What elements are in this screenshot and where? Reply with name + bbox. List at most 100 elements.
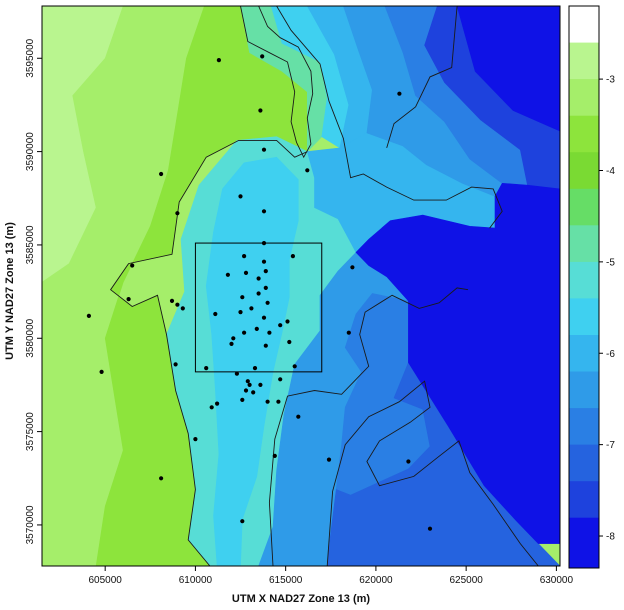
x-tick-label-4: 625000 [449,575,483,586]
plot-frame [41,5,561,567]
y-axis: 3570000 3575000 3580000 3585000 3590000 35950… [25,38,42,544]
x-axis-title: UTM X NAD27 Zone 13 (m) [232,593,370,605]
well-point-59 [240,519,245,524]
well-point-17 [169,298,175,303]
well-point-58 [159,476,164,481]
well-point-41 [99,369,104,374]
colorbar-band-10 [569,371,599,409]
well-point-29 [278,323,283,328]
well-point-23 [249,306,254,311]
colorbar-band-11 [569,408,599,446]
well-point-63 [397,91,402,96]
well-point-49 [276,399,281,404]
well-point-22 [238,310,243,315]
well-point-65 [225,272,230,277]
colorbar-tick-label-2: -5 [606,257,615,268]
well-locations [86,54,433,572]
color-zones [42,6,560,566]
colorbar: -3 -4 -5 -6 -7 -8 [568,5,615,569]
well-point-12 [243,270,249,275]
color-zone-15 [456,6,560,132]
contour-line-3 [386,6,458,149]
well-point-18 [175,302,180,307]
y-tick-label-5: 3595000 [25,38,36,77]
well-point-68 [263,285,268,290]
colorbar-band-12 [569,444,599,482]
well-point-42 [245,379,250,384]
x-tick-label-2: 615000 [269,575,303,586]
well-point-57 [406,459,411,464]
colorbar-band-7 [569,261,599,299]
well-point-4 [305,168,310,173]
study-area-box [194,242,323,373]
well-point-33 [263,343,268,348]
well-point-54 [193,437,198,442]
x-tick-label-0: 605000 [88,575,122,586]
well-point-26 [242,330,247,335]
well-point-20 [86,313,91,318]
well-point-0 [216,58,221,63]
well-point-61 [118,568,122,572]
colorbar-band-2 [569,79,599,117]
well-point-36 [204,366,209,371]
well-point-56 [326,457,332,462]
well-point-14 [263,269,268,274]
well-point-40 [292,364,297,369]
well-point-5 [159,171,164,177]
well-point-15 [130,263,135,268]
well-point-11 [261,259,267,264]
color-zone-16 [355,182,560,544]
well-point-46 [258,382,263,387]
well-point-53 [296,414,301,419]
contour-line-5 [268,287,469,566]
colorbar-tick-label-5: -8 [606,532,615,543]
well-point-21 [213,311,218,317]
colorbar-tick-label-3: -6 [606,349,615,360]
well-point-67 [240,295,245,300]
well-point-64 [350,265,355,270]
well-point-31 [231,336,236,341]
well-point-28 [267,330,272,335]
colorbar-band-3 [569,115,599,153]
well-point-6 [238,194,243,199]
well-point-16 [126,297,131,302]
y-tick-label-0: 3570000 [25,505,36,544]
contour-line-4 [326,380,539,566]
x-tick-label-5: 630000 [540,575,574,586]
colorbar-band-9 [569,335,599,372]
y-axis-title: UTM Y NAD27 Zone 13 (m) [4,222,16,360]
contour-lines [109,6,539,566]
well-point-3 [261,147,267,152]
well-point-9 [261,241,267,246]
well-point-34 [287,339,292,345]
well-point-1 [260,54,265,59]
colorbar-tick-label-0: -3 [606,75,615,86]
well-point-32 [229,341,234,346]
well-point-60 [427,526,433,531]
colorbar-band-1 [569,42,599,80]
well-point-2 [258,108,263,113]
contour-line-2 [276,6,503,229]
well-point-35 [173,362,178,367]
well-point-66 [256,291,261,296]
well-point-38 [252,366,258,371]
colorbar-band-4 [569,152,599,190]
x-axis: 605000 610000 615000 620000 625000 630000 [88,566,574,586]
well-point-7 [175,211,180,216]
contour-line-1 [109,139,308,566]
y-tick-label-2: 3580000 [25,318,36,357]
well-point-25 [265,300,270,305]
well-point-69 [290,254,295,259]
colorbar-frame [568,5,600,569]
colorbar-band-6 [569,225,599,263]
well-point-19 [180,306,185,311]
well-point-45 [251,390,256,395]
well-point-44 [243,388,249,393]
colorbar-band-8 [569,298,599,336]
colorbar-band-14 [569,517,599,569]
colorbar-band-13 [569,481,599,519]
y-tick-label-3: 3585000 [25,225,36,264]
colorbar-tick-label-1: -4 [606,166,615,177]
x-tick-label-1: 610000 [179,575,213,586]
